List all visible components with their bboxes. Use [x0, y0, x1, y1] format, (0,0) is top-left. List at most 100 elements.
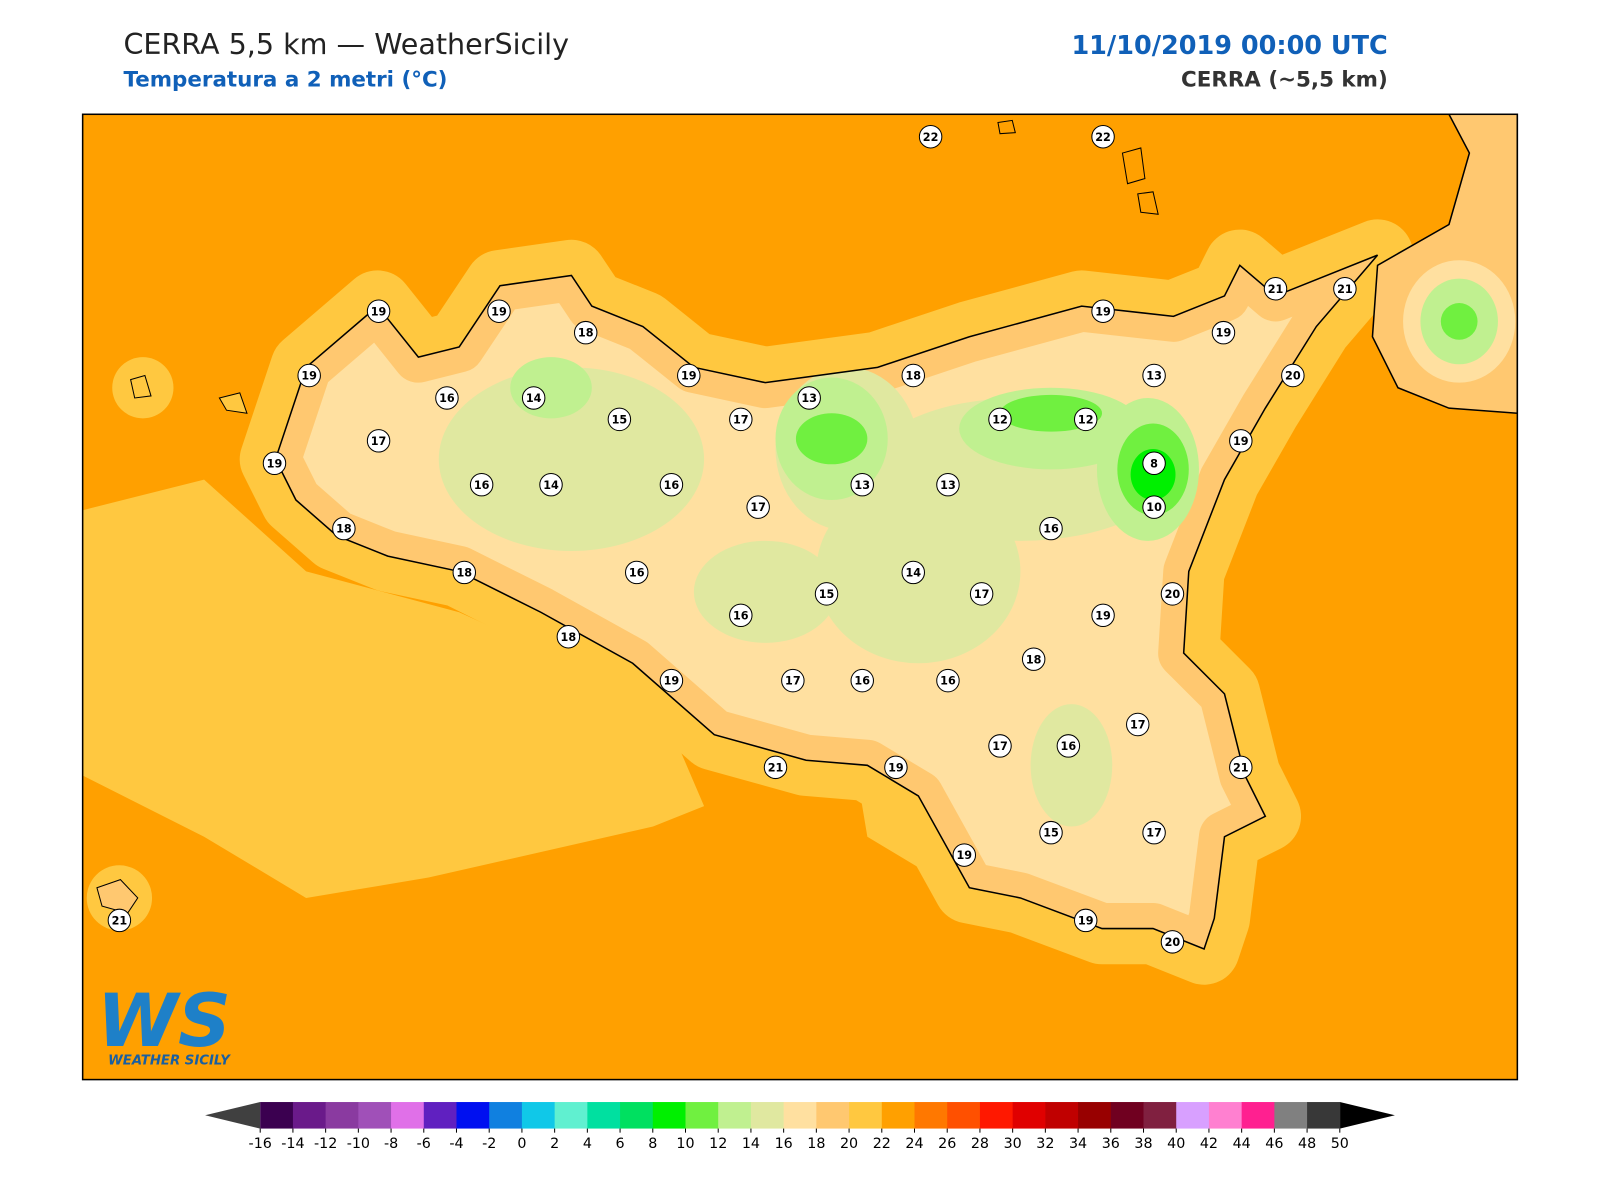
station-marker — [763, 755, 788, 780]
station-value: 13 — [854, 479, 870, 492]
model-label: CERRA (~5,5 km) — [1181, 68, 1388, 93]
station-marker — [1263, 277, 1288, 301]
title: CERRA 5,5 km — WeatherSicily — [123, 27, 569, 61]
island — [1137, 191, 1159, 215]
station-marker — [1091, 125, 1115, 149]
station-value: 18 — [1026, 653, 1042, 666]
colorbar-segment — [1176, 1102, 1210, 1129]
station-marker — [659, 472, 684, 497]
logo-text: WEATHER SICILY — [108, 1053, 231, 1068]
station-marker — [521, 386, 546, 410]
island — [997, 119, 1016, 135]
colorbar-tick-label: 12 — [709, 1136, 727, 1152]
station-value: 19 — [956, 849, 972, 862]
island — [96, 879, 139, 914]
station-marker — [107, 908, 132, 933]
station-value: 15 — [1043, 827, 1059, 840]
station-marker — [366, 299, 391, 323]
station-value: 16 — [1061, 740, 1077, 753]
station-value: 21 — [768, 761, 784, 774]
station-value: 19 — [1216, 327, 1232, 340]
station-value: 22 — [923, 131, 939, 144]
station-marker — [1160, 582, 1185, 606]
colorbar-tick-label: -14 — [281, 1136, 304, 1152]
station-value: 19 — [491, 305, 507, 318]
station-value: 16 — [733, 609, 749, 622]
station-marker — [469, 472, 494, 497]
station-value: 18 — [456, 567, 472, 580]
colorbar-tick-label: 34 — [1069, 1136, 1087, 1152]
station-marker — [1073, 407, 1098, 432]
station-value: 16 — [629, 567, 645, 580]
colorbar-segment — [979, 1102, 1014, 1129]
station-marker — [729, 603, 753, 628]
station-marker — [487, 299, 511, 323]
station-value: 19 — [371, 305, 387, 318]
station-marker — [1142, 495, 1166, 519]
station-marker — [814, 582, 839, 606]
station-marker — [952, 843, 977, 867]
station-value: 18 — [905, 370, 921, 383]
colorbar-tick-label: 24 — [905, 1136, 923, 1152]
station-value: 14 — [526, 392, 542, 405]
station-marker — [539, 472, 563, 497]
station-marker — [884, 755, 908, 780]
station-value: 21 — [1337, 283, 1353, 296]
station-marker — [452, 560, 477, 585]
station-value: 15 — [612, 413, 628, 426]
station-marker — [1091, 299, 1115, 323]
station-value: 10 — [1146, 501, 1162, 514]
colorbar-tick-label: 16 — [775, 1136, 793, 1152]
station-value: 13 — [801, 392, 817, 405]
colorbar-tick-label: 38 — [1134, 1136, 1152, 1152]
station-marker — [901, 363, 925, 388]
station-value: 19 — [1078, 914, 1094, 927]
colorbar-tick-label: 8 — [648, 1136, 657, 1152]
colorbar-tick-label: -12 — [314, 1136, 337, 1152]
station-marker — [988, 407, 1012, 432]
colorbar-segment — [1045, 1102, 1079, 1129]
station-value: 17 — [1146, 827, 1162, 840]
colorbar-segment — [456, 1102, 490, 1129]
colorbar-tick-label: 22 — [873, 1136, 891, 1152]
colorbar-segment — [1208, 1102, 1243, 1129]
station-value: 16 — [1043, 523, 1059, 536]
station-marker — [625, 560, 649, 585]
station-marker — [746, 495, 770, 519]
stations: 22 22 19 19 18 19 21 21 19 19 16 14 19 13 18 13 20 15 17 12… — [107, 125, 1357, 954]
station-marker — [781, 668, 805, 693]
subtitle: Temperatura a 2 metri (°C) — [123, 68, 447, 93]
colorbar-segment — [1143, 1102, 1177, 1129]
station-value: 19 — [267, 457, 283, 470]
island — [130, 374, 152, 399]
colorbar-tick-label: 6 — [616, 1136, 625, 1152]
colorbar-segment — [292, 1102, 327, 1129]
colorbar-tick-label: 2 — [550, 1136, 559, 1152]
station-value: 8 — [1150, 457, 1158, 470]
station-value: 13 — [940, 479, 956, 492]
station-value: 19 — [664, 675, 680, 688]
station-marker — [1160, 930, 1185, 954]
colorbar-segment — [1274, 1102, 1308, 1129]
station-marker — [556, 625, 581, 649]
colorbar-segment — [685, 1102, 719, 1129]
colorbar-tick-label: 36 — [1102, 1136, 1120, 1152]
station-marker — [1333, 277, 1357, 301]
colorbar: -16 -14 -12 -10 -8 -6 -4 -2 0 2 4 6 8 10 12 14 16 18 20 22 2… — [205, 1102, 1395, 1152]
colorbar-tick-label: 28 — [971, 1136, 989, 1152]
station-marker — [729, 407, 753, 432]
station-marker — [573, 320, 598, 345]
station-marker — [332, 516, 356, 541]
island — [218, 392, 248, 414]
colorbar-segment — [881, 1102, 916, 1129]
station-value: 13 — [1146, 370, 1162, 383]
colorbar-tick-label: 26 — [938, 1136, 956, 1152]
colorbar-segment — [521, 1102, 556, 1129]
colorbar-segment — [260, 1102, 294, 1129]
colorbar-segment — [587, 1102, 621, 1129]
colorbar-tick-label: 4 — [583, 1136, 592, 1152]
colorbar-tick-label: 30 — [1004, 1136, 1022, 1152]
colorbar-segment — [1012, 1102, 1046, 1129]
station-marker — [1281, 363, 1305, 388]
